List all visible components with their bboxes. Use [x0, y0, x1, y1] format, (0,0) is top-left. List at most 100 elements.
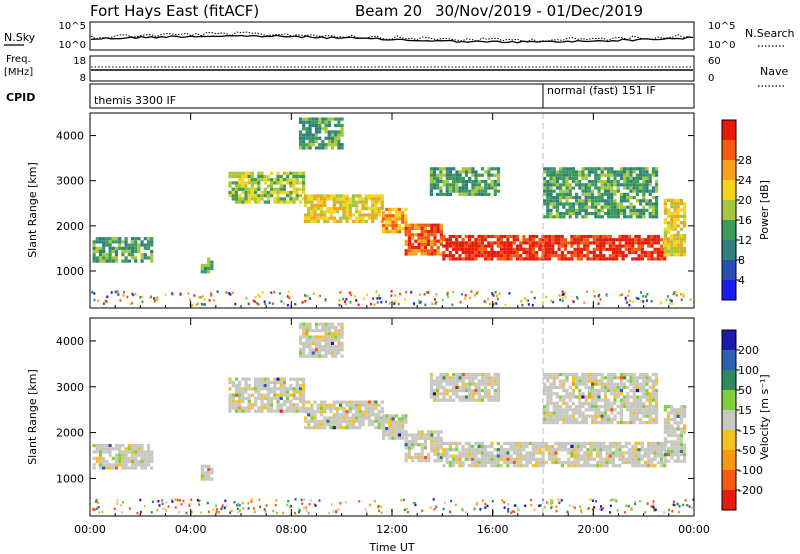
range-cell — [594, 417, 598, 421]
range-cell — [605, 444, 609, 449]
range-cell — [260, 380, 264, 384]
range-cell — [581, 392, 585, 396]
range-cell — [286, 178, 290, 182]
speckle-cell — [190, 510, 193, 514]
speckle-cell — [215, 504, 218, 507]
range-cell — [411, 223, 415, 227]
speckle-cell — [176, 499, 179, 502]
range-cell — [597, 382, 601, 386]
range-cell — [329, 426, 333, 430]
speckle-cell — [397, 302, 400, 306]
range-cell — [111, 463, 115, 467]
range-cell — [651, 186, 655, 190]
range-cell — [615, 247, 619, 251]
range-cell — [643, 448, 648, 452]
range-cell — [313, 213, 317, 217]
range-cell — [329, 194, 333, 198]
range-cell — [616, 411, 620, 415]
range-cell — [594, 395, 598, 399]
range-cell — [332, 416, 336, 420]
range-cell — [464, 382, 469, 386]
range-cell — [118, 444, 122, 448]
range-cell — [627, 460, 632, 465]
range-cell — [241, 393, 245, 397]
range-cell — [351, 194, 356, 198]
range-cell — [562, 421, 566, 425]
range-cell — [490, 441, 494, 445]
range-cell — [676, 433, 680, 438]
range-cell — [670, 243, 674, 247]
range-cell — [436, 239, 440, 243]
range-cell — [433, 239, 437, 243]
range-cell — [543, 389, 547, 393]
range-cell — [276, 406, 280, 410]
range-cell — [423, 439, 427, 444]
range-cell — [655, 414, 659, 418]
range-cell — [626, 395, 630, 399]
range-cell — [244, 174, 248, 179]
range-cell — [627, 457, 632, 461]
range-cell — [546, 421, 550, 425]
range-cell — [493, 234, 497, 239]
range-cell — [480, 448, 484, 452]
range-cell — [496, 398, 501, 402]
range-cell — [519, 241, 523, 245]
range-cell — [619, 405, 623, 409]
range-cell — [279, 187, 283, 191]
range-cell — [445, 392, 449, 396]
range-cell — [624, 444, 628, 449]
range-cell — [623, 183, 627, 187]
range-cell — [282, 403, 286, 407]
range-cell — [289, 197, 293, 201]
speckle-cell — [120, 504, 123, 507]
speckle-cell — [264, 302, 267, 305]
range-cell — [130, 246, 135, 250]
range-cell — [648, 379, 652, 383]
range-cell — [108, 259, 112, 263]
range-cell — [653, 238, 657, 242]
speckle-cell — [171, 498, 174, 502]
range-cell — [468, 176, 472, 180]
range-cell — [436, 173, 440, 177]
range-cell — [512, 464, 516, 468]
speckle-cell — [247, 502, 250, 505]
range-cell — [407, 446, 411, 450]
range-cell — [557, 241, 561, 245]
range-cell — [436, 459, 440, 463]
range-cell — [388, 211, 392, 215]
range-cell — [599, 460, 603, 465]
range-cell — [591, 421, 595, 425]
range-cell — [203, 464, 208, 468]
range-cell — [560, 444, 564, 449]
range-cell — [673, 214, 677, 218]
range-cell — [134, 237, 138, 241]
speckle-cell — [609, 504, 612, 508]
range-cell — [623, 385, 627, 389]
range-cell — [667, 449, 671, 454]
speckle-cell — [419, 293, 422, 296]
range-cell — [250, 181, 254, 185]
speckle-cell — [639, 299, 642, 303]
range-cell — [374, 419, 378, 423]
range-cell — [562, 385, 566, 389]
speckle-cell — [435, 505, 438, 509]
range-cell — [266, 197, 270, 201]
range-cell — [610, 417, 614, 421]
range-cell — [391, 217, 395, 221]
range-cell — [651, 421, 655, 425]
speckle-cell — [560, 499, 563, 502]
range-cell — [439, 373, 443, 377]
range-cell — [327, 133, 331, 137]
range-cell — [570, 234, 574, 239]
range-cell — [339, 197, 343, 201]
range-cell — [597, 192, 601, 196]
range-cell — [250, 393, 254, 397]
range-cell — [330, 341, 335, 345]
range-cell — [335, 416, 340, 420]
range-cell — [388, 217, 392, 221]
colorbar-frame — [721, 329, 737, 511]
range-cell — [430, 226, 434, 230]
range-cell — [621, 238, 625, 242]
colorbar-segment — [722, 240, 736, 261]
range-cell — [515, 238, 520, 242]
